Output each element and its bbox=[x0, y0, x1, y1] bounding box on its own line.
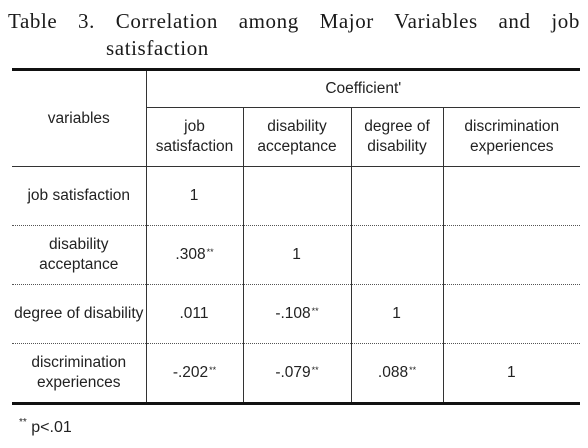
significance-mark: ** bbox=[206, 247, 214, 257]
header-coefficient: Coefficient' bbox=[145, 68, 581, 108]
table-cell: 1 bbox=[145, 166, 243, 226]
correlation-table: variables Coefficient' job satisfaction … bbox=[12, 68, 581, 405]
row-label: discrimination experiences bbox=[12, 343, 146, 405]
table-cell: 1 bbox=[242, 225, 351, 285]
table-caption: Table 3. Correlation among Major Variabl… bbox=[8, 8, 580, 62]
caption-line-1: Table 3. Correlation among Major Variabl… bbox=[8, 9, 580, 33]
table-cell bbox=[442, 225, 581, 285]
table-cell: 1 bbox=[350, 284, 443, 344]
table-cell: -.108** bbox=[242, 284, 351, 344]
row-label: degree of disability bbox=[12, 284, 146, 344]
header-variables: variables bbox=[12, 68, 146, 167]
footnote-mark: ** bbox=[19, 417, 27, 428]
footnote-text: p<.01 bbox=[31, 419, 72, 436]
table-row: degree of disability .011 -.108** 1 bbox=[12, 284, 581, 344]
table-row: job satisfaction 1 bbox=[12, 166, 581, 226]
significance-mark: ** bbox=[209, 365, 217, 375]
table-cell: -.079** bbox=[242, 343, 351, 405]
table-cell bbox=[442, 166, 581, 226]
table-row: discrimination experiences -.202** -.079… bbox=[12, 343, 581, 405]
col-header-job-satisfaction: job satisfaction bbox=[145, 107, 243, 167]
col-header-disability-acceptance: disability acceptance bbox=[242, 107, 351, 167]
table-cell bbox=[350, 166, 443, 226]
table-cell bbox=[242, 166, 351, 226]
col-header-degree-of-disability: degree of disability bbox=[350, 107, 443, 167]
footnote: ** p<.01 bbox=[18, 417, 72, 437]
table-cell: 1 bbox=[442, 343, 581, 405]
table-cell: .088** bbox=[350, 343, 443, 405]
significance-mark: ** bbox=[311, 306, 319, 316]
table-cell: .011 bbox=[145, 284, 243, 344]
significance-mark: ** bbox=[311, 365, 319, 375]
table-row: disability acceptance .308** 1 bbox=[12, 225, 581, 285]
col-header-discrimination-experiences: discrimination experiences bbox=[442, 107, 581, 167]
row-label: job satisfaction bbox=[12, 166, 146, 226]
table-cell: .308** bbox=[145, 225, 243, 285]
table-cell: -.202** bbox=[145, 343, 243, 405]
row-label: disability acceptance bbox=[12, 225, 146, 285]
table-cell bbox=[350, 225, 443, 285]
significance-mark: ** bbox=[409, 365, 417, 375]
table-cell bbox=[442, 284, 581, 344]
caption-line-2: satisfaction bbox=[106, 36, 209, 60]
